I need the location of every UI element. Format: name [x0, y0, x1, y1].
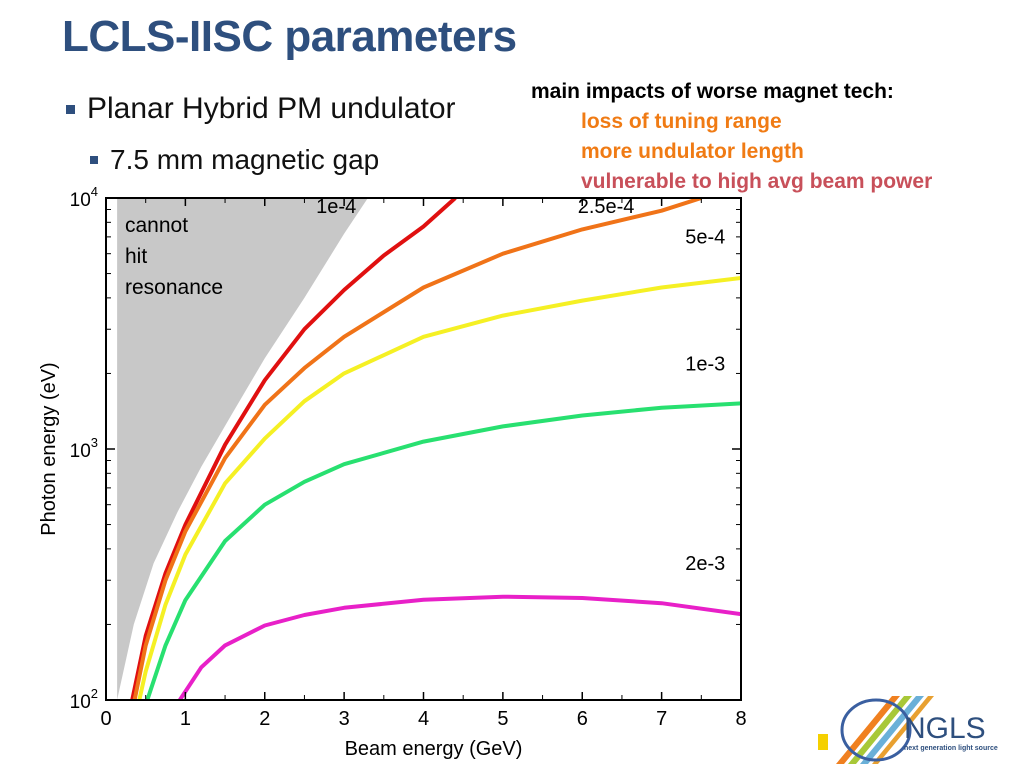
x-tick-label: 3	[339, 708, 350, 730]
impact-item-tuning: loss of tuning range	[581, 110, 782, 133]
series-line-5e-4	[137, 276, 741, 700]
series-line-2e-3	[178, 594, 741, 700]
y-tick-label: 103	[70, 435, 98, 462]
series-line-2.5e-4	[132, 198, 702, 700]
bullet-marker-icon	[90, 156, 98, 164]
x-tick-label: 0	[100, 708, 111, 730]
series-label-5e-4: 5e-4	[685, 226, 725, 248]
impacts-heading: main impacts of worse magnet tech:	[531, 80, 894, 103]
no-resonance-region	[117, 198, 368, 700]
bullet-undulator: Planar Hybrid PM undulator	[66, 92, 456, 126]
bullet-gap: 7.5 mm magnetic gap	[90, 144, 379, 176]
series-label-1e-4: 1e-4	[316, 196, 356, 218]
x-tick-label: 1	[180, 708, 191, 730]
x-tick-label: 2	[259, 708, 270, 730]
y-axis-label: Photon energy (eV)	[38, 362, 60, 535]
series-label-2e-3: 2e-3	[685, 553, 725, 575]
y-tick-label: 102	[70, 686, 98, 713]
no-resonance-label: cannot	[125, 214, 188, 237]
ngls-logo: NGLS next generation light source	[818, 696, 998, 764]
impact-item-power: vulnerable to high avg beam power	[581, 170, 933, 193]
no-resonance-label: hit	[125, 245, 147, 268]
bullet-text: Planar Hybrid PM undulator	[87, 92, 456, 125]
bullet-marker-icon	[66, 104, 75, 114]
y-tick-label: 104	[70, 184, 98, 211]
bullet-text: 7.5 mm magnetic gap	[110, 144, 380, 175]
logo-name: NGLS	[904, 712, 986, 745]
series-label-2.5e-4: 2.5e-4	[578, 196, 635, 218]
series-label-1e-3: 1e-3	[685, 354, 725, 376]
series-line-1e-4	[130, 198, 457, 700]
x-tick-label: 5	[497, 708, 508, 730]
impacts-callout: main impacts of worse magnet tech: loss …	[531, 77, 932, 197]
x-axis-label: Beam energy (GeV)	[345, 738, 523, 760]
x-tick-label: 6	[577, 708, 588, 730]
slide-title: LCLS-IISC parameters	[62, 12, 517, 61]
ngls-swoosh-icon	[818, 696, 934, 764]
series-line-1e-3	[145, 401, 741, 700]
x-tick-label: 8	[735, 708, 746, 730]
logo-tagline: next generation light source	[904, 745, 998, 752]
impact-item-length: more undulator length	[581, 140, 804, 163]
no-resonance-label: resonance	[125, 276, 223, 299]
x-tick-label: 7	[656, 708, 667, 730]
x-tick-label: 4	[418, 708, 429, 730]
